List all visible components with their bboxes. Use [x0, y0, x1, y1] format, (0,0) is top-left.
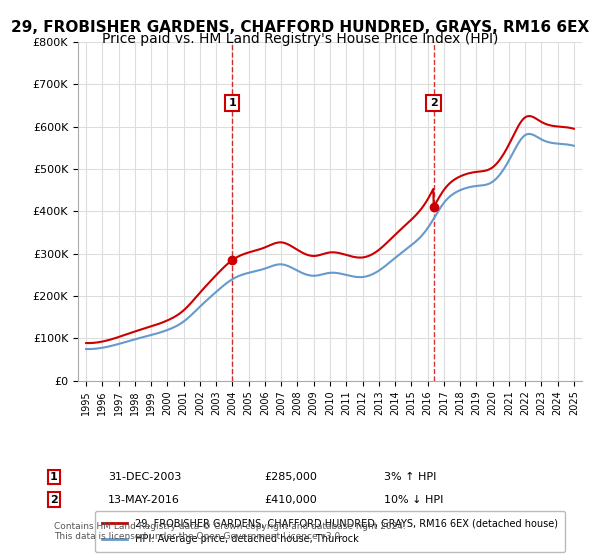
Text: Contains HM Land Registry data © Crown copyright and database right 2024.
This d: Contains HM Land Registry data © Crown c… [54, 522, 406, 542]
Text: 1: 1 [229, 98, 236, 108]
Text: 1: 1 [50, 472, 58, 482]
Text: 2: 2 [50, 494, 58, 505]
Text: £410,000: £410,000 [264, 494, 317, 505]
Text: 2: 2 [430, 98, 437, 108]
Text: 10% ↓ HPI: 10% ↓ HPI [384, 494, 443, 505]
Text: Price paid vs. HM Land Registry's House Price Index (HPI): Price paid vs. HM Land Registry's House … [102, 32, 498, 46]
Text: £285,000: £285,000 [264, 472, 317, 482]
Legend: 29, FROBISHER GARDENS, CHAFFORD HUNDRED, GRAYS, RM16 6EX (detached house), HPI: : 29, FROBISHER GARDENS, CHAFFORD HUNDRED,… [95, 511, 565, 552]
Text: 31-DEC-2003: 31-DEC-2003 [108, 472, 181, 482]
Text: 29, FROBISHER GARDENS, CHAFFORD HUNDRED, GRAYS, RM16 6EX: 29, FROBISHER GARDENS, CHAFFORD HUNDRED,… [11, 20, 589, 35]
Text: 13-MAY-2016: 13-MAY-2016 [108, 494, 180, 505]
Text: 3% ↑ HPI: 3% ↑ HPI [384, 472, 436, 482]
